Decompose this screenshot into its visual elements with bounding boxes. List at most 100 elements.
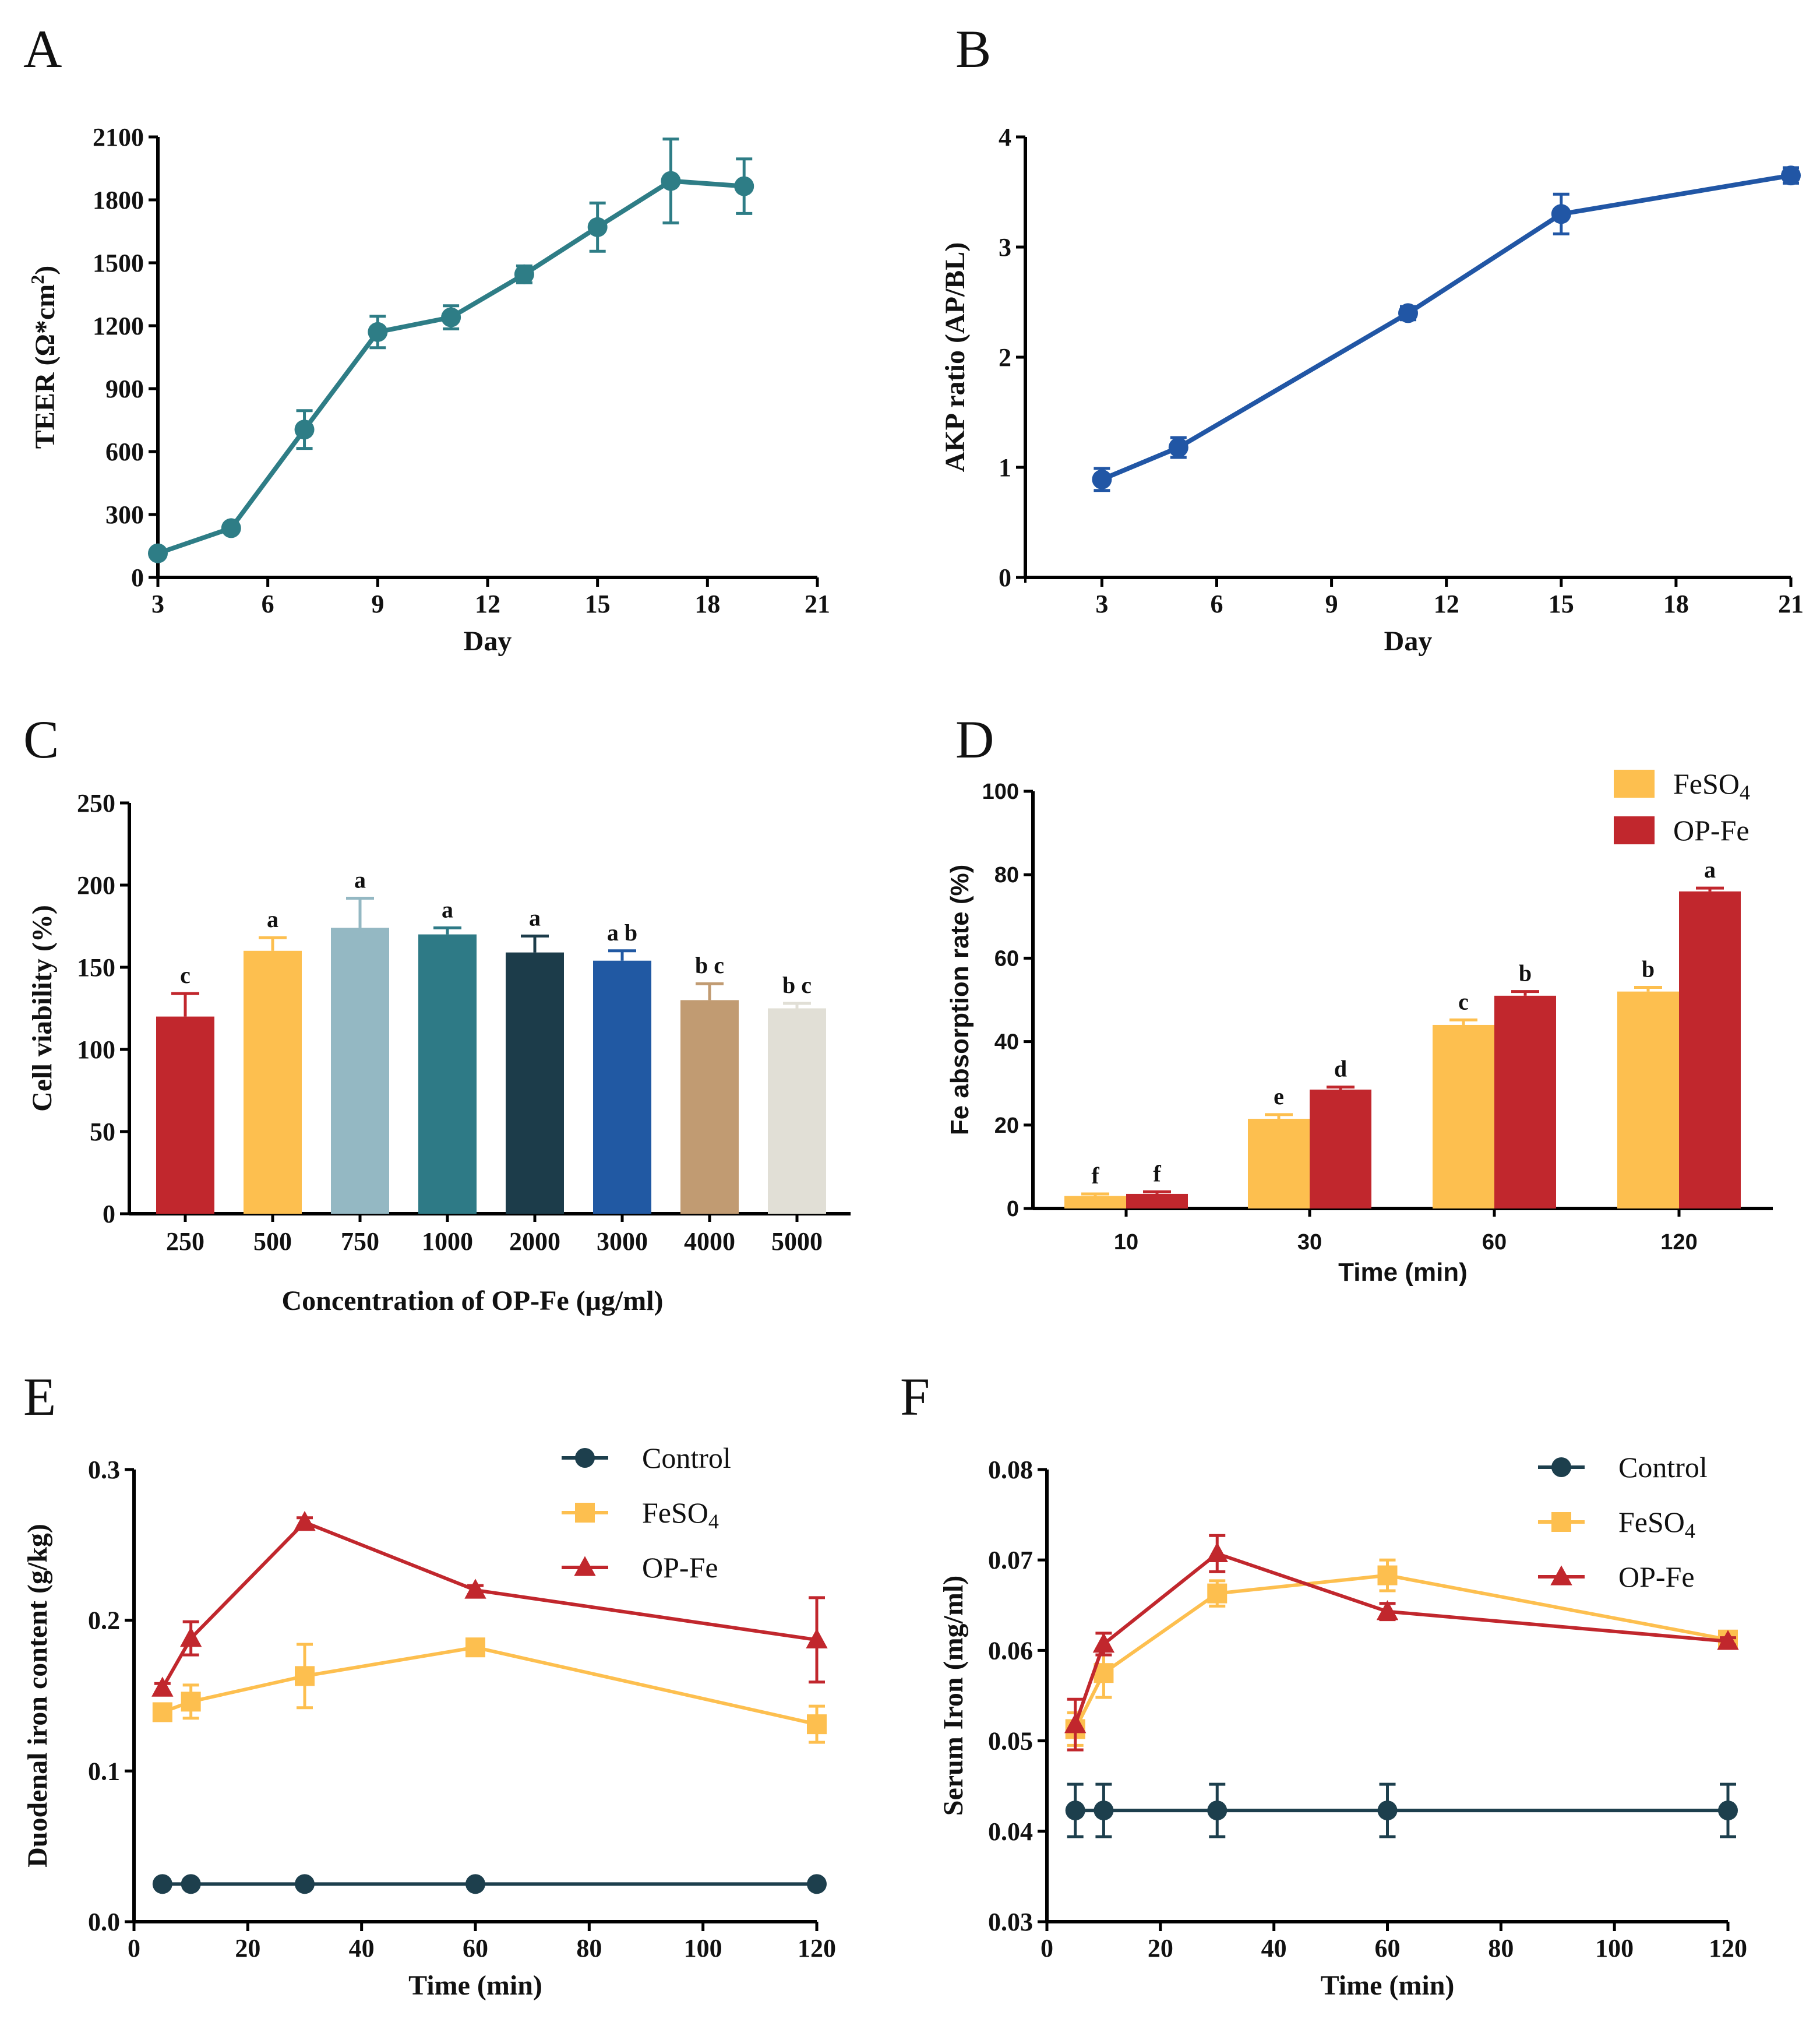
data-point	[1376, 1600, 1399, 1620]
data-point	[1064, 1713, 1087, 1733]
legend-label-sub: 4	[708, 1510, 719, 1533]
y-tick-label: 3	[999, 233, 1011, 262]
data-point	[1398, 303, 1418, 323]
bar	[1617, 991, 1679, 1208]
panel-letter: F	[900, 1367, 930, 1426]
x-tick-label: 30	[1297, 1230, 1322, 1255]
series-line	[1074, 1573, 1729, 1730]
y-axis-title: Duodenal iron content (g/kg)	[22, 1524, 53, 1868]
bar-group-2000: a 2000	[506, 904, 564, 1256]
x-tick-label: 6	[1211, 590, 1223, 618]
series-line	[157, 178, 745, 556]
x-tick-label: 60	[1375, 1934, 1401, 1962]
y-tick-label: 200	[77, 871, 115, 900]
bar-group-5000: b c 5000	[768, 972, 826, 1256]
y-tick-label: 0.06	[988, 1636, 1033, 1665]
bar	[1064, 1196, 1126, 1208]
data-point	[1065, 1801, 1085, 1821]
x-tick-label: 21	[805, 590, 830, 618]
legend-label-sub: 4	[1685, 1519, 1695, 1542]
significance-letter: b c	[695, 952, 724, 978]
x-tick-label: 20	[235, 1934, 260, 1962]
y-tick-label: 50	[90, 1118, 115, 1146]
bar-group-500: a 500	[244, 906, 302, 1256]
significance-letter: f	[1091, 1162, 1099, 1189]
x-axis-title: Time (min)	[408, 1970, 542, 2001]
data-point	[1094, 1801, 1114, 1821]
x-axis-title: Time (min)	[1338, 1258, 1468, 1287]
y-tick-label: 20	[994, 1114, 1019, 1138]
significance-letter: b	[1519, 960, 1532, 986]
bar-group-60: c b 60	[1433, 960, 1556, 1255]
x-tick-label: 0	[128, 1934, 140, 1962]
legend-label: OP-Fe	[1618, 1560, 1695, 1593]
y-tick-label: 250	[77, 789, 115, 818]
bar	[1248, 1119, 1310, 1208]
y-tick-label: 2	[999, 343, 1011, 372]
y-tick-label: 0.08	[988, 1456, 1033, 1484]
x-tick-label: 500	[253, 1227, 292, 1256]
data-point	[368, 322, 388, 342]
y-axis-title: TEER (Ω*cm2)	[27, 266, 61, 449]
data-point	[806, 1628, 828, 1648]
data-point	[181, 1692, 201, 1712]
y-tick-label: 1800	[93, 186, 144, 214]
y-tick-label: 2100	[93, 123, 144, 151]
panel-f: F 0.03 0.04 0.05 0.06 0.07 0.08 0 20 40 60 80 100 120…	[900, 1367, 1747, 2001]
y-tick-label: 0.03	[988, 1908, 1033, 1936]
x-tick-label: 60	[1482, 1230, 1507, 1255]
y-tick-label: 0	[999, 563, 1011, 592]
legend: Control FeSO4 OP-Fe	[1538, 1451, 1708, 1593]
x-tick-label: 12	[475, 590, 500, 618]
x-tick-label: 15	[585, 590, 611, 618]
data-point	[1551, 204, 1571, 224]
bar	[1310, 1089, 1371, 1208]
series-op-fe	[151, 1510, 828, 1697]
data-point	[1781, 165, 1801, 186]
bar	[244, 950, 302, 1214]
legend-item: OP-Fe	[1614, 814, 1750, 847]
x-tick-label: 3	[151, 590, 164, 618]
x-axis-title: Concentration of OP-Fe (μg/ml)	[281, 1285, 663, 1316]
panel-letter: A	[23, 19, 62, 79]
significance-letter: a	[529, 904, 541, 931]
legend-item: OP-Fe	[562, 1551, 718, 1584]
significance-letter: d	[1334, 1056, 1347, 1082]
x-tick-label: 100	[1595, 1934, 1634, 1962]
panel-c: C050100150200250c250a500a750a1000a2000a …	[23, 710, 851, 1316]
x-tick-label: 12	[1434, 590, 1459, 618]
panel-letter: B	[955, 19, 991, 79]
data-point	[807, 1874, 827, 1894]
x-tick-label: 9	[371, 590, 384, 618]
panel-d: D 0 20 40 60 80 100 f f 10 e d 30 c b 60 b a 120 Time (min)…	[946, 710, 1773, 1287]
legend-swatch	[1614, 816, 1655, 844]
x-tick-label: 9	[1325, 590, 1338, 618]
series-control	[1065, 1782, 1738, 1838]
y-axis-title: Cell viability (%)	[27, 905, 58, 1112]
x-tick-label: 2000	[509, 1227, 560, 1256]
y-tick-label: 0	[103, 1200, 115, 1228]
data-point	[152, 1874, 172, 1894]
x-axis-title: Day	[1384, 626, 1433, 657]
y-tick-label: 600	[105, 438, 144, 466]
series-control	[152, 1874, 827, 1894]
x-tick-label: 120	[1660, 1230, 1697, 1255]
x-tick-label: 18	[694, 590, 720, 618]
legend-label: OP-Fe	[1673, 814, 1750, 847]
y-tick-label: 1200	[93, 312, 144, 340]
data-point	[1092, 1632, 1115, 1653]
legend-label: FeSO4	[1618, 1506, 1695, 1542]
panel-letter: D	[955, 710, 994, 769]
bar-group-3000: a b 3000	[593, 919, 651, 1256]
legend-swatch-marker	[1551, 1512, 1571, 1532]
significance-letter: b c	[782, 972, 812, 998]
data-point	[1718, 1801, 1738, 1821]
bar	[768, 1008, 826, 1214]
data-point	[465, 1637, 485, 1658]
data-point	[295, 1874, 315, 1894]
data-point	[1207, 1583, 1228, 1604]
y-axis-title: AKP ratio (AP/BL)	[940, 242, 971, 473]
data-point	[221, 518, 241, 538]
data-point	[152, 1702, 172, 1722]
legend-label: FeSO4	[1673, 767, 1750, 804]
